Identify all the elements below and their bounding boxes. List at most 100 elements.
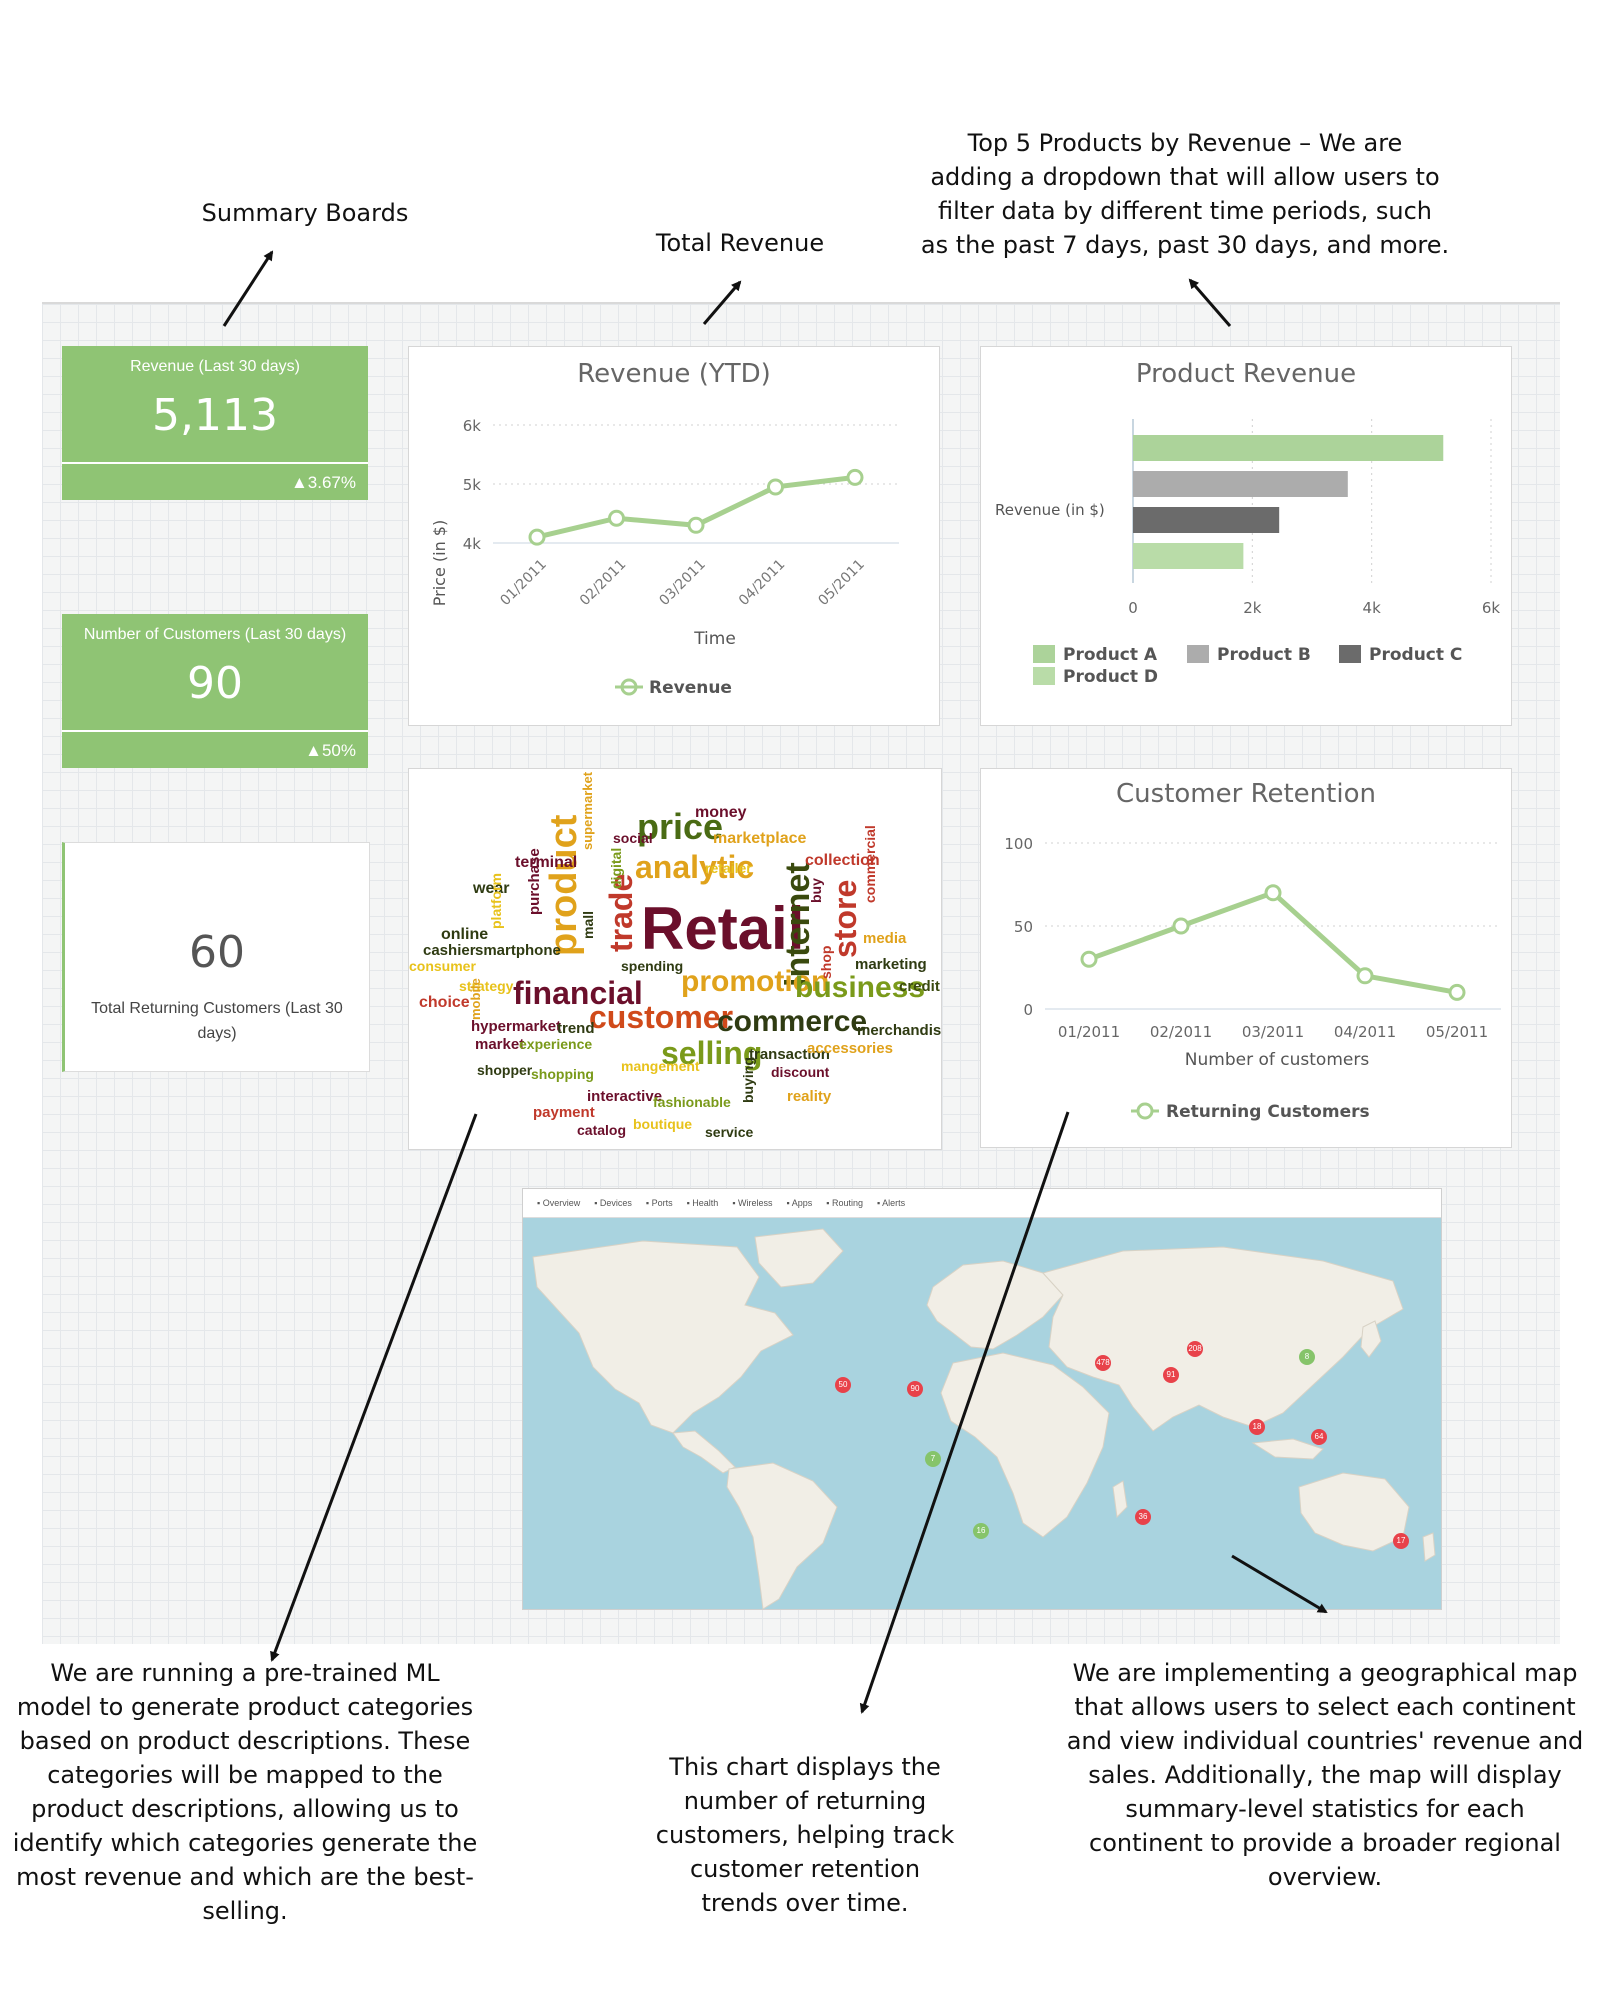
chart-title: Revenue (YTD) xyxy=(577,359,771,389)
legend-marker xyxy=(1136,1102,1154,1120)
wordcloud-word: promotion xyxy=(681,965,830,998)
wordcloud-panel: Retail internet price analytic financial prom… xyxy=(408,768,942,1150)
x-tick-label: 6k xyxy=(1482,599,1501,617)
x-axis-label: Number of customers xyxy=(1185,1050,1370,1070)
map-marker[interactable]: 36 xyxy=(1135,1509,1151,1525)
map-marker[interactable]: 7 xyxy=(925,1451,941,1467)
kpi-value: 60 xyxy=(189,927,245,978)
annotation-line: model to generate product categories xyxy=(16,1693,474,1721)
map-marker[interactable]: 18 xyxy=(1249,1419,1265,1435)
x-tick-label: 05/2011 xyxy=(1426,1023,1488,1041)
wordcloud-word: media xyxy=(863,930,907,947)
legend-label[interactable]: Returning Customers xyxy=(1166,1102,1370,1122)
wordcloud-word: collection xyxy=(805,852,880,869)
wordcloud-word: marketing xyxy=(855,956,927,973)
y-tick-label: 5k xyxy=(463,476,482,494)
legend-label[interactable]: Product C xyxy=(1369,645,1462,665)
data-point xyxy=(1080,950,1098,968)
revenue-ytd-panel: Revenue (YTD) Price (in $) Time Revenue … xyxy=(408,346,940,726)
annotation-text: Total Revenue xyxy=(655,229,825,257)
x-tick-label: 03/2011 xyxy=(1242,1023,1304,1041)
annotation-line: continent to provide a broader regional xyxy=(1089,1829,1561,1857)
data-point xyxy=(528,528,546,546)
bar-product-d xyxy=(1133,543,1244,569)
legend-label[interactable]: Product D xyxy=(1063,667,1158,687)
y-tick-label: 50 xyxy=(1014,918,1033,936)
map-tab-routing[interactable]: ▪ Routing xyxy=(826,1198,863,1208)
landmass-madagascar xyxy=(1112,1480,1128,1519)
map-marker[interactable]: 16 xyxy=(973,1523,989,1539)
legend-swatch xyxy=(1033,645,1055,663)
wordcloud-word: fashionable xyxy=(653,1094,731,1110)
kpi-customers-card[interactable]: Number of Customers (Last 30 days) 90 ▲5… xyxy=(62,614,368,768)
annotation-line: identify which categories generate the xyxy=(12,1829,478,1857)
data-point xyxy=(1264,884,1282,902)
annotation-line: This chart displays the xyxy=(669,1753,941,1781)
wordcloud-word: shopping xyxy=(531,1066,594,1082)
annotation-line: as the past 7 days, past 30 days, and mo… xyxy=(920,231,1450,259)
wordcloud-word: retailer xyxy=(705,860,752,876)
product-revenue-panel: Product Revenue Revenue (in $) 0 2k 4k 6k Pr… xyxy=(980,346,1512,726)
x-tick-label: 01/2011 xyxy=(497,557,549,609)
map-marker[interactable]: 50 xyxy=(835,1377,851,1393)
map-tab-health[interactable]: ▪ Health xyxy=(686,1198,719,1208)
landmass-indonesia xyxy=(1251,1438,1324,1460)
x-tick-label: 04/2011 xyxy=(1334,1023,1396,1041)
annotation-geo-map: We are implementing a geographical map t… xyxy=(1060,1656,1590,1894)
kpi-label: days) xyxy=(197,1025,237,1042)
map-marker[interactable]: 8 xyxy=(1299,1349,1315,1365)
data-point xyxy=(1172,917,1190,935)
landmass-greenland xyxy=(754,1228,844,1288)
map-tab-overview[interactable]: ▪ Overview xyxy=(537,1198,581,1208)
annotation-line: and view individual countries' revenue a… xyxy=(1066,1727,1584,1755)
wordcloud-word: product xyxy=(543,814,585,957)
x-tick-label: 05/2011 xyxy=(815,557,867,609)
kpi-returning-card[interactable]: 60 Total Returning Customers (Last 30 da… xyxy=(62,842,370,1072)
annotation-line: most revenue and which are the best- xyxy=(16,1863,474,1891)
bar-product-a xyxy=(1133,435,1444,461)
map-tab-ports[interactable]: ▪ Ports xyxy=(645,1198,673,1208)
chart-title: Customer Retention xyxy=(1116,779,1376,809)
wordcloud-word: purchase xyxy=(526,848,543,915)
revenue-line-chart: Price (in $) Time Revenue 4k 5k 6k 01/2011 0… xyxy=(430,417,899,698)
wordcloud-word: mobile xyxy=(468,978,483,1021)
legend-label[interactable]: Product A xyxy=(1063,645,1158,665)
wordcloud-word: cashier xyxy=(423,942,476,959)
wordcloud-word: online xyxy=(441,926,489,943)
y-tick-label: 0 xyxy=(1023,1001,1033,1019)
x-tick-label: 01/2011 xyxy=(1058,1023,1120,1041)
legend-swatch xyxy=(1187,645,1209,663)
y-axis-label: Price (in $) xyxy=(430,520,449,606)
wordcloud-word: mangement xyxy=(621,1058,700,1074)
map-marker[interactable]: 64 xyxy=(1311,1429,1327,1445)
map-marker[interactable]: 90 xyxy=(907,1381,923,1397)
annotation-top5-products: Top 5 Products by Revenue – We are addin… xyxy=(905,126,1465,262)
wordcloud-word: reality xyxy=(787,1088,832,1105)
map-marker[interactable]: 91 xyxy=(1163,1367,1179,1383)
wordcloud-word: discount xyxy=(771,1064,830,1080)
map-marker[interactable]: 208 xyxy=(1187,1341,1203,1357)
annotation-total-revenue: Total Revenue xyxy=(610,226,870,260)
annotation-line: number of returning xyxy=(683,1787,927,1815)
wordcloud-word: business xyxy=(795,971,926,1004)
legend-label[interactable]: Revenue xyxy=(649,678,732,698)
landmass-new-zealand xyxy=(1422,1532,1436,1562)
wordcloud-word: spending xyxy=(621,958,684,974)
wordcloud-word: supermarket xyxy=(580,772,595,851)
world-map[interactable]: ▪ Overview ▪ Devices ▪ Ports ▪ Health ▪ Wire… xyxy=(522,1188,1442,1610)
wordcloud-word: wear xyxy=(473,880,510,897)
kpi-value: 90 xyxy=(187,658,243,709)
map-tab-apps[interactable]: ▪ Apps xyxy=(786,1198,813,1208)
legend-swatch xyxy=(1339,645,1361,663)
annotation-line: based on product descriptions. These xyxy=(19,1727,471,1755)
legend-label[interactable]: Product B xyxy=(1217,645,1311,665)
map-tab-wireless[interactable]: ▪ Wireless xyxy=(732,1198,773,1208)
map-marker[interactable]: 17 xyxy=(1393,1533,1409,1549)
x-tick-label: 2k xyxy=(1243,599,1262,617)
kpi-revenue-card[interactable]: Revenue (Last 30 days) 5,113 ▲3.67% xyxy=(62,346,368,500)
retention-line-chart: Number of customers Returning Customers … xyxy=(1004,835,1501,1122)
map-marker[interactable]: 478 xyxy=(1095,1355,1111,1371)
map-tab-devices[interactable]: ▪ Devices xyxy=(594,1198,632,1208)
annotation-line: categories will be mapped to the xyxy=(47,1761,443,1789)
wordcloud-word: merchandise xyxy=(857,1022,942,1039)
